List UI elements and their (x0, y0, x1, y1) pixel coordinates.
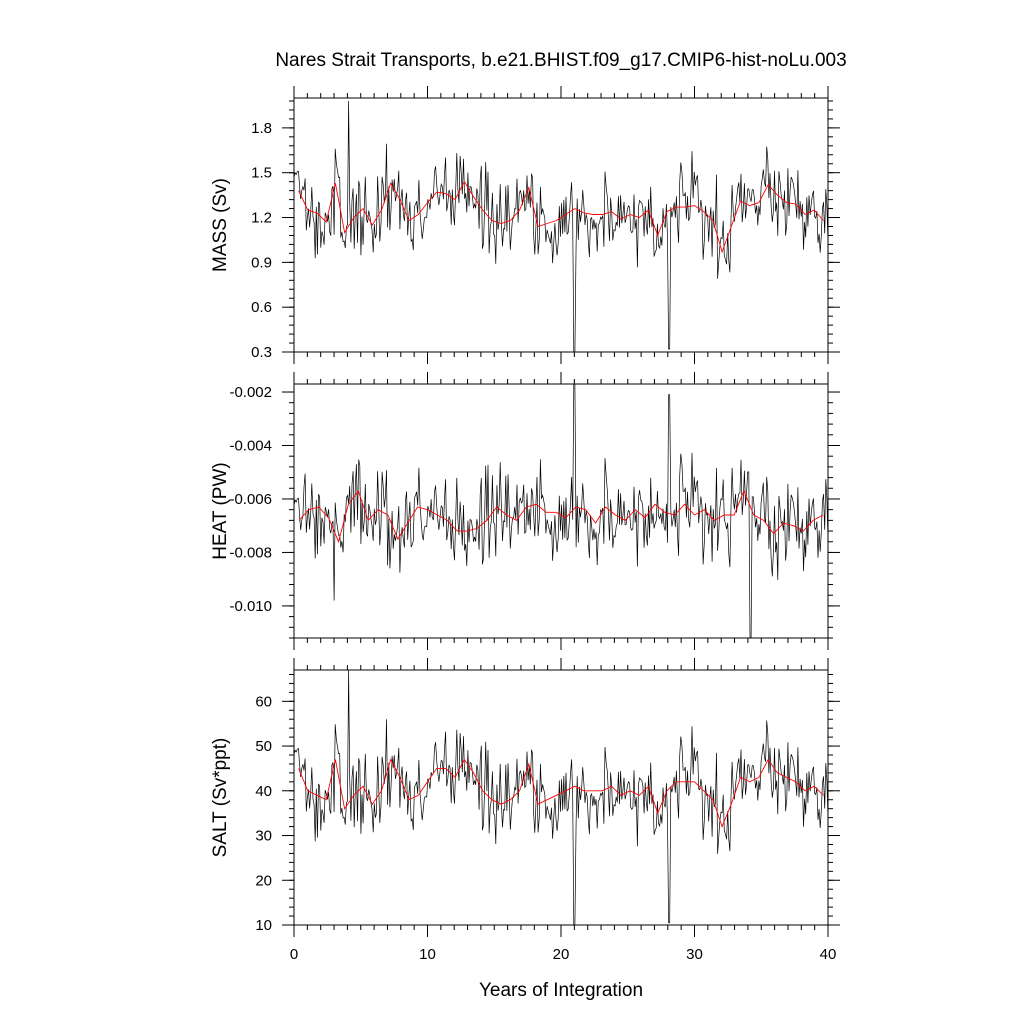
x-tick-label: 40 (820, 946, 837, 963)
y-tick-label: 0.6 (251, 299, 272, 316)
panel-3: 10 20 30 40 50 60 SALT (Sv*ppt) 0 10 20 30 40 (210, 658, 840, 963)
y-tick-label: -0.008 (229, 544, 272, 561)
y-tick-label: 1.2 (251, 210, 272, 227)
y-tick-label: -0.002 (229, 384, 272, 401)
x-tick-label: 30 (686, 946, 703, 963)
y-tick-label: 1.8 (251, 120, 272, 137)
y-axis-label: HEAT (PW) (210, 462, 231, 559)
x-tick-label: 10 (419, 946, 436, 963)
annual-mean-line (298, 758, 824, 828)
monthly-series-line (293, 100, 829, 353)
y-tick-label: 10 (255, 917, 272, 934)
y-tick-label: 40 (255, 783, 272, 800)
y-axis-label: MASS (Sv) (210, 178, 231, 272)
panel-2: -0.010 -0.008 -0.006 -0.004 -0.002 HEAT (PW) (210, 372, 840, 650)
y-tick-label: 1.5 (251, 165, 272, 182)
monthly-series-line (293, 383, 829, 639)
y-tick-label: 0.9 (251, 254, 272, 271)
y-tick-label: 50 (255, 738, 272, 755)
y-tick-label: -0.004 (229, 437, 272, 454)
annual-mean-line (298, 489, 824, 544)
monthly-series-line (293, 669, 829, 926)
x-tick-label: 0 (290, 946, 298, 963)
y-tick-label: -0.010 (229, 598, 272, 615)
x-tick-label: 20 (553, 946, 570, 963)
panel-1: 0.3 0.6 0.9 1.2 1.5 1.8 MASS (Sv) (210, 86, 840, 364)
y-tick-label: 30 (255, 828, 272, 845)
x-axis-label: Years of Integration (479, 980, 643, 1001)
annual-mean-line (298, 180, 824, 254)
chart-title: Nares Strait Transports, b.e21.BHIST.f09… (275, 50, 846, 71)
y-tick-label: 60 (255, 693, 272, 710)
y-tick-label: -0.006 (229, 491, 272, 508)
y-tick-label: 20 (255, 872, 272, 889)
y-axis-label: SALT (Sv*ppt) (210, 738, 231, 858)
y-tick-label: 0.3 (251, 344, 272, 361)
